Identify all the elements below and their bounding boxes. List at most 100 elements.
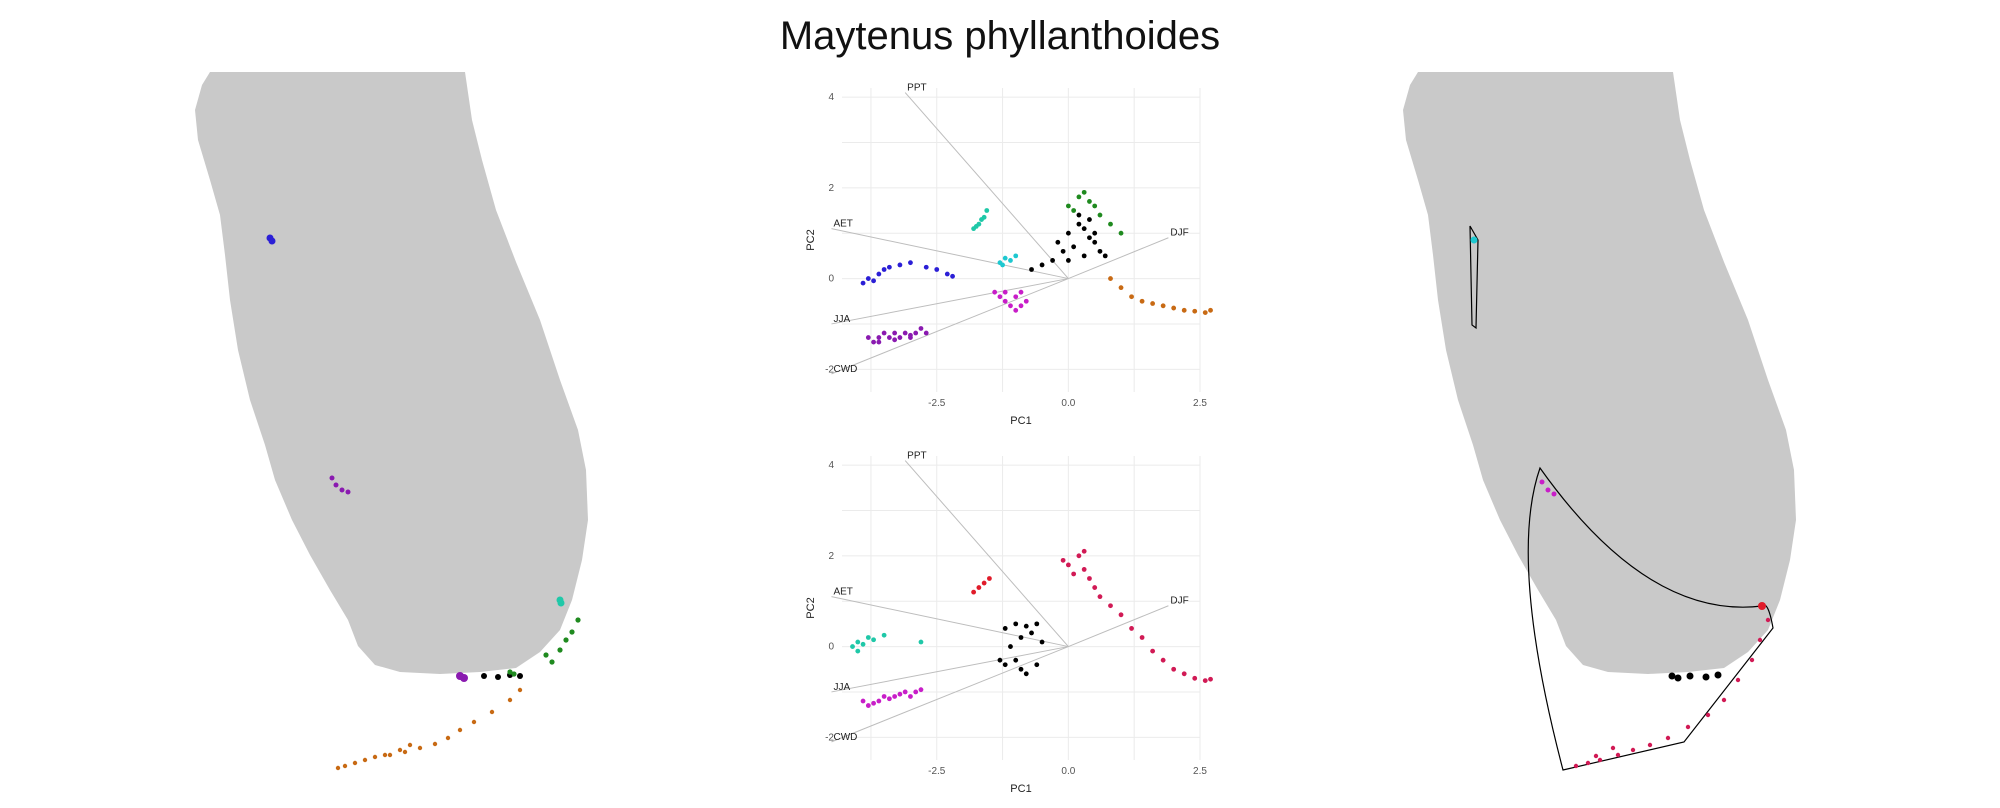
occurrence-point <box>481 673 487 679</box>
data-point <box>892 330 898 336</box>
data-point <box>1118 612 1124 618</box>
x-tick-label: 0.0 <box>1061 398 1075 409</box>
occurrence-point <box>1470 236 1478 244</box>
data-point <box>860 698 866 704</box>
data-point <box>1160 657 1166 663</box>
data-point <box>1013 657 1019 663</box>
occurrence-point <box>575 617 581 623</box>
cluster-magenta <box>992 289 1029 313</box>
occurrence-point <box>557 647 563 653</box>
data-point <box>1034 662 1040 668</box>
data-point <box>1118 285 1124 291</box>
occurrence-point <box>1585 760 1591 766</box>
y-tick-label: 0 <box>828 642 834 653</box>
data-point <box>1002 255 1008 261</box>
y-tick-label: 4 <box>828 92 834 103</box>
occurrence-point <box>342 763 348 769</box>
data-point <box>976 585 982 590</box>
occurrence-point <box>1615 752 1621 758</box>
cluster-blue <box>860 260 955 286</box>
loading-label: CWD <box>833 732 857 743</box>
occurrence-point <box>268 237 276 245</box>
cluster-orange <box>1108 276 1213 315</box>
occurrence-point <box>1685 724 1691 730</box>
data-point <box>850 644 855 649</box>
data-point <box>1013 294 1019 300</box>
data-point <box>1108 603 1113 609</box>
occurrence-point <box>387 752 393 758</box>
data-point <box>892 694 898 699</box>
data-point <box>1097 212 1103 218</box>
data-point <box>1065 230 1071 236</box>
data-point <box>1139 635 1145 640</box>
data-point <box>886 696 892 702</box>
data-point <box>1081 189 1087 195</box>
data-point <box>923 264 929 270</box>
data-point <box>865 335 871 340</box>
data-point <box>871 339 876 345</box>
data-point <box>918 687 924 693</box>
data-point <box>1202 678 1208 683</box>
data-point <box>1039 262 1045 268</box>
data-point <box>913 330 919 336</box>
data-point <box>1081 548 1087 554</box>
data-point <box>1002 626 1008 631</box>
data-point <box>1208 676 1213 682</box>
occurrence-point <box>511 671 517 677</box>
data-point <box>1000 262 1005 268</box>
occurrence-point <box>397 747 403 753</box>
data-point <box>1160 303 1166 309</box>
cluster-red <box>971 576 992 595</box>
data-point <box>1081 253 1087 259</box>
data-point <box>897 335 903 340</box>
occurrence-point <box>1757 637 1763 643</box>
data-point <box>855 639 861 645</box>
y-tick-label: 0 <box>828 274 834 285</box>
data-point <box>1071 571 1077 577</box>
data-point <box>1050 258 1055 263</box>
map-left <box>195 72 588 771</box>
loading-label: DJF <box>1170 596 1188 607</box>
data-point <box>1029 267 1034 272</box>
occurrence-point <box>372 754 378 760</box>
data-point <box>908 260 913 266</box>
data-point <box>1081 567 1087 572</box>
data-point <box>892 337 898 343</box>
occurrence-point <box>402 749 408 755</box>
occurrence-point <box>345 489 351 495</box>
data-point <box>1150 301 1156 306</box>
occurrence-point <box>1551 491 1557 497</box>
data-point <box>1087 235 1092 241</box>
y-tick-label: 4 <box>828 460 834 471</box>
cluster-black <box>997 621 1045 677</box>
cluster-purple <box>865 326 929 345</box>
x-tick-label: 0.0 <box>1061 766 1075 777</box>
range-polygon <box>1469 225 1479 330</box>
data-point <box>1002 662 1008 668</box>
data-point <box>908 694 913 699</box>
loading-arrow <box>1068 605 1169 648</box>
data-point <box>1018 289 1024 295</box>
data-point <box>881 267 887 272</box>
data-point <box>1208 307 1213 313</box>
occurrence-point <box>1647 742 1653 748</box>
loading-label: JJA <box>833 682 850 693</box>
occurrence-point <box>549 659 555 665</box>
cluster-magenta <box>860 687 924 708</box>
pca-plot-bottom: PPT AET DJF JJA CWD -2.5 0.0 2.5 -2 0 2 4 PC1 PC2 <box>805 451 1213 795</box>
data-point <box>1129 626 1134 631</box>
data-point <box>860 280 866 286</box>
data-point <box>1029 630 1034 636</box>
data-point <box>1018 635 1024 640</box>
occurrence-point <box>495 674 501 680</box>
data-point <box>913 689 919 695</box>
data-point <box>950 273 955 279</box>
y-tick-label: -2 <box>825 364 834 375</box>
data-point <box>1181 307 1187 313</box>
data-point <box>1102 253 1108 259</box>
data-point <box>1097 594 1103 600</box>
data-point <box>886 335 892 340</box>
data-point <box>981 580 987 586</box>
x-tick-label: 2.5 <box>1193 766 1207 777</box>
data-point <box>1071 208 1077 213</box>
